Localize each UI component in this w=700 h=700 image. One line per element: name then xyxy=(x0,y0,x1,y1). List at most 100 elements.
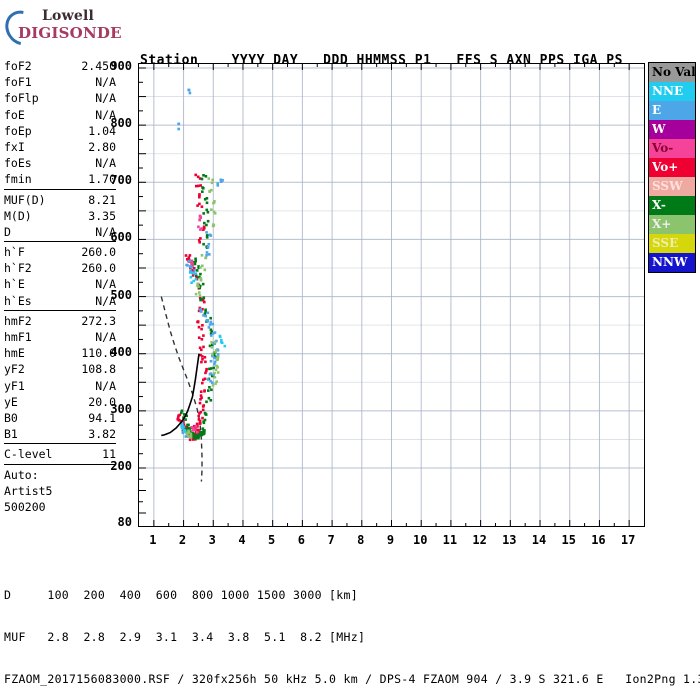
ionogram-plot-area[interactable] xyxy=(138,63,645,527)
parameter-row: M(D) 3.35 xyxy=(4,208,116,224)
legend-item-x-[interactable]: X+ xyxy=(649,215,695,234)
parameter-row: C-level 11 xyxy=(4,446,116,462)
x-tick-label: 14 xyxy=(531,533,547,547)
x-tick-label: 1 xyxy=(149,533,157,547)
parameter-key: B0 xyxy=(4,410,18,425)
y-tick-label: 400 xyxy=(110,344,132,359)
legend-item-nnw[interactable]: NNW xyxy=(649,253,695,272)
divider xyxy=(4,463,116,465)
x-tick-label: 13 xyxy=(502,533,517,547)
parameter-value: 260.0 xyxy=(81,245,116,260)
series-x- xyxy=(180,174,217,440)
parameter-value: 94.1 xyxy=(88,410,116,425)
x-tick-label: 11 xyxy=(442,533,458,547)
legend-item-sse[interactable]: SSE xyxy=(649,234,695,253)
parameter-row: B1 3.82 xyxy=(4,426,116,442)
parameter-key: hmE xyxy=(4,346,25,361)
parameter-key: D xyxy=(4,224,11,239)
ionogram-parameters-panel: foF2 2.450 foF1 N/A foFlp N/A foE N/A foEp 1.04 fx… xyxy=(4,58,116,515)
x-tick-label: 15 xyxy=(561,533,576,547)
parameter-row: foE N/A xyxy=(4,107,116,123)
parameter-value: 110.0 xyxy=(81,346,116,361)
parameter-key: h`F xyxy=(4,245,25,260)
parameter-value: N/A xyxy=(95,277,116,292)
parameter-row: foF2 2.450 xyxy=(4,58,116,74)
parameter-group-clevel: C-level 11 xyxy=(4,446,116,462)
legend-item-x-[interactable]: X- xyxy=(649,196,695,215)
parameter-key: foEp xyxy=(4,123,32,138)
y-tick-label-bottom: 80 xyxy=(117,515,132,529)
y-tick-label: 700 xyxy=(110,173,132,188)
parameter-key: fxI xyxy=(4,139,25,154)
parameter-row: yE 20.0 xyxy=(4,394,116,410)
legend-item-vo-[interactable]: Vo+ xyxy=(649,158,695,177)
x-tick-label: 9 xyxy=(386,533,395,547)
parameter-row: h`Es N/A xyxy=(4,293,116,309)
auto-info-line: 500200 xyxy=(4,499,46,514)
parameter-row: D N/A xyxy=(4,224,116,240)
legend-item-w[interactable]: W xyxy=(649,120,695,139)
legend-item-e[interactable]: E xyxy=(649,101,695,120)
parameter-group-virtual-heights: h`F 260.0 h`F2 260.0 h`E N/A h`Es N/A xyxy=(4,244,116,309)
legend-item-nne[interactable]: NNE xyxy=(649,82,695,101)
parameter-value: 272.3 xyxy=(81,313,116,328)
divider xyxy=(4,443,116,445)
parameter-key: h`F2 xyxy=(4,261,32,276)
auto-info-line: Artist5 xyxy=(4,483,53,498)
parameter-key: yF1 xyxy=(4,378,25,393)
footer-distance-row: D 100 200 400 600 800 1000 1500 3000 [km… xyxy=(4,588,358,602)
lowell-digisonde-logo: Lowell DIGISONDE xyxy=(0,4,124,52)
parameter-value: N/A xyxy=(95,293,116,308)
x-tick-label: 4 xyxy=(238,533,246,547)
parameter-value: N/A xyxy=(95,75,116,90)
series-nne xyxy=(180,271,227,433)
parameter-value: 3.35 xyxy=(88,208,116,223)
parameter-row: MUF(D) 8.21 xyxy=(4,192,116,208)
legend-item-no-val[interactable]: No Val xyxy=(649,63,695,82)
parameter-key: hmF2 xyxy=(4,313,32,328)
parameter-key: C-level xyxy=(4,447,53,462)
parameter-value: N/A xyxy=(95,224,116,239)
parameter-row: foEp 1.04 xyxy=(4,123,116,139)
parameter-row: fmin 1.70 xyxy=(4,171,116,187)
parameter-value: 2.450 xyxy=(81,59,116,73)
parameter-row: h`F 260.0 xyxy=(4,244,116,260)
parameter-value: 20.0 xyxy=(88,394,116,409)
legend-item-ssw[interactable]: SSW xyxy=(649,177,695,196)
parameter-row: foFlp N/A xyxy=(4,90,116,106)
footer-muf-row: MUF 2.8 2.8 2.9 3.1 3.4 3.8 5.1 8.2 [MHz… xyxy=(4,630,366,644)
parameter-key: foEs xyxy=(4,156,32,171)
x-tick-label: 16 xyxy=(591,533,606,547)
parameter-group-muf: MUF(D) 8.21 M(D) 3.35 D N/A xyxy=(4,192,116,241)
x-tick-label: 17 xyxy=(620,533,636,547)
x-tick-label: 7 xyxy=(327,533,335,547)
parameter-group-auto: Auto: Artist5 500200 xyxy=(4,467,116,516)
y-tick-label: 200 xyxy=(110,459,132,473)
legend-item-vo-[interactable]: Vo- xyxy=(649,139,695,158)
parameter-group-frequencies: foF2 2.450 foF1 N/A foFlp N/A foE N/A foEp 1.04 fx… xyxy=(4,58,116,188)
parameter-key: foE xyxy=(4,107,25,122)
x-tick-label: 2 xyxy=(178,533,187,547)
parameter-value: 11 xyxy=(102,447,116,462)
series-vo- xyxy=(190,214,203,434)
parameter-key: foFlp xyxy=(4,91,39,106)
ionogram-canvas xyxy=(139,64,644,526)
divider xyxy=(4,309,116,311)
y-tick-label: 500 xyxy=(110,287,132,302)
parameter-key: M(D) xyxy=(4,208,32,223)
logo-lowell-text: Lowell xyxy=(42,8,94,24)
parameter-key: h`E xyxy=(4,277,25,292)
parameter-key: B1 xyxy=(4,427,18,442)
parameter-value: N/A xyxy=(95,91,116,106)
parameter-value: 1.70 xyxy=(88,172,116,187)
parameter-value: 108.8 xyxy=(81,362,116,377)
parameter-row: h`F2 260.0 xyxy=(4,260,116,276)
divider xyxy=(4,188,116,190)
parameter-value: 8.21 xyxy=(88,192,116,207)
divider xyxy=(4,241,116,243)
parameter-key: foF1 xyxy=(4,75,32,90)
parameter-value: N/A xyxy=(95,156,116,171)
parameter-key: MUF(D) xyxy=(4,192,46,207)
parameter-row: B0 94.1 xyxy=(4,410,116,426)
parameter-key: fmin xyxy=(4,172,32,187)
